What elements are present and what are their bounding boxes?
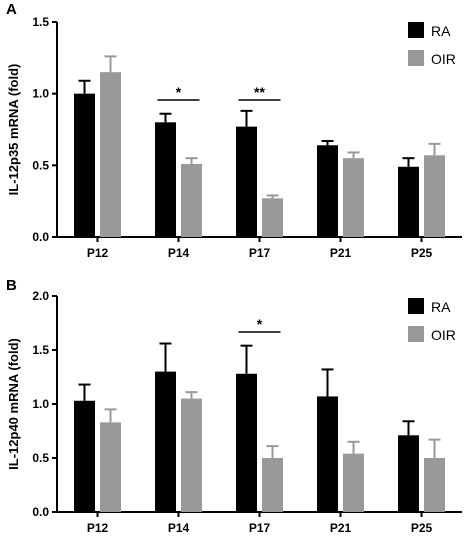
x-tick-label: P21 bbox=[330, 246, 352, 260]
bar-ra-p25 bbox=[398, 435, 419, 512]
legend-label-oir: OIR bbox=[431, 327, 456, 343]
significance-label: ** bbox=[254, 84, 265, 100]
y-tick-label: 1.5 bbox=[32, 343, 49, 357]
bar-ra-p17 bbox=[236, 126, 257, 237]
bar-ra-p25 bbox=[398, 166, 419, 237]
bar-ra-p21 bbox=[317, 396, 338, 512]
y-tick-label: 0.5 bbox=[32, 158, 49, 172]
bar-ra-p14 bbox=[155, 122, 176, 237]
legend-swatch-oir bbox=[408, 326, 424, 342]
legend-label-oir: OIR bbox=[431, 51, 456, 67]
bar-oir-p12 bbox=[100, 72, 121, 238]
x-tick-label: P17 bbox=[249, 521, 271, 535]
bar-oir-p21 bbox=[343, 158, 364, 237]
y-tick-label: 0.0 bbox=[32, 230, 49, 244]
x-tick-label: P12 bbox=[87, 246, 109, 260]
panel-letter: B bbox=[6, 277, 17, 294]
significance-label: * bbox=[257, 316, 263, 332]
x-tick-label: P17 bbox=[249, 246, 271, 260]
x-tick-label: P14 bbox=[168, 521, 190, 535]
legend-swatch-ra bbox=[408, 298, 424, 314]
bar-oir-p12 bbox=[100, 422, 121, 512]
y-tick-label: 0.0 bbox=[32, 505, 49, 519]
bar-ra-p17 bbox=[236, 373, 257, 512]
chart-panel-b: B 0.0 0.5 1.0 1.5 2.0 IL-12p40 mRNA (fold) P12 P… bbox=[6, 277, 462, 535]
legend-swatch-oir bbox=[408, 50, 424, 66]
y-axis-title: IL-12p35 mRNA (fold) bbox=[6, 64, 21, 196]
legend-label-ra: RA bbox=[431, 23, 451, 39]
bar-oir-p17 bbox=[262, 198, 283, 237]
y-axis-title: IL-12p40 mRNA (fold) bbox=[6, 338, 21, 470]
x-tick-label: P12 bbox=[87, 521, 109, 535]
y-tick-label: 0.5 bbox=[32, 451, 49, 465]
bar-ra-p21 bbox=[317, 145, 338, 237]
y-tick-label: 1.0 bbox=[32, 87, 49, 101]
significance-label: * bbox=[176, 84, 182, 100]
y-tick-label: 2.0 bbox=[32, 289, 49, 303]
chart-panel-a: A 0.0 0.5 1.0 1.5 IL-12p35 mRNA (fold) P12 P14 P… bbox=[6, 1, 462, 260]
x-tick-label: P14 bbox=[168, 246, 190, 260]
legend-label-ra: RA bbox=[431, 299, 451, 315]
bar-ra-p12 bbox=[74, 93, 95, 238]
y-tick-label: 1.5 bbox=[32, 15, 49, 29]
bar-oir-p14 bbox=[181, 163, 202, 237]
bar-oir-p14 bbox=[181, 398, 202, 512]
x-tick-label: P25 bbox=[411, 246, 433, 260]
legend-swatch-ra bbox=[408, 22, 424, 38]
bar-oir-p17 bbox=[262, 458, 283, 512]
x-tick-label: P25 bbox=[411, 521, 433, 535]
bar-ra-p12 bbox=[74, 400, 95, 512]
panel-letter: A bbox=[6, 1, 17, 18]
x-tick-label: P21 bbox=[330, 521, 352, 535]
bar-oir-p21 bbox=[343, 453, 364, 512]
bar-oir-p25 bbox=[424, 458, 445, 512]
bar-ra-p14 bbox=[155, 371, 176, 512]
bar-oir-p25 bbox=[424, 155, 445, 237]
y-tick-label: 1.0 bbox=[32, 397, 49, 411]
